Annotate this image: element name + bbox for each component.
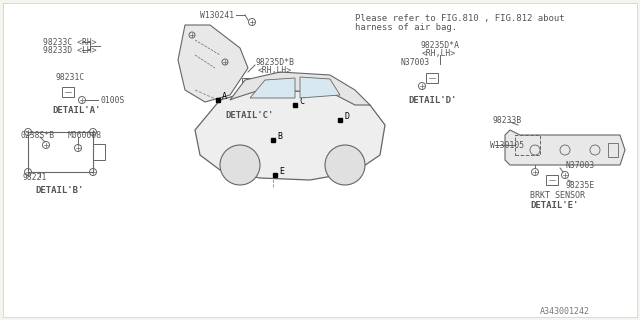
- Text: C: C: [299, 97, 304, 106]
- Bar: [28, 132, 93, 172]
- Text: DETAIL'D': DETAIL'D': [408, 95, 456, 105]
- Text: A: A: [222, 92, 227, 100]
- Text: DETAIL'E': DETAIL'E': [530, 201, 579, 210]
- Polygon shape: [300, 77, 340, 98]
- Text: harness of air bag.: harness of air bag.: [355, 22, 457, 31]
- Text: 98231C: 98231C: [55, 73, 84, 82]
- Text: W130241: W130241: [200, 11, 234, 20]
- Polygon shape: [250, 78, 295, 98]
- Bar: [242, 78, 258, 98]
- Bar: [515, 135, 540, 155]
- Text: DETAIL'A': DETAIL'A': [52, 106, 100, 115]
- Text: DETAIL'B': DETAIL'B': [35, 186, 83, 195]
- Text: M060008: M060008: [68, 131, 102, 140]
- Bar: [608, 143, 618, 157]
- Text: Please refer to FIG.810 , FIG.812 about: Please refer to FIG.810 , FIG.812 about: [355, 13, 564, 22]
- Circle shape: [325, 145, 365, 185]
- Circle shape: [220, 145, 260, 185]
- Bar: [62, 87, 74, 97]
- Text: B: B: [277, 132, 282, 140]
- Text: D: D: [344, 111, 349, 121]
- Text: W130105: W130105: [490, 140, 524, 149]
- Text: 98221: 98221: [22, 172, 46, 181]
- Bar: [93, 144, 105, 160]
- Text: DETAIL'C': DETAIL'C': [225, 110, 273, 119]
- Text: 98233B: 98233B: [492, 116, 521, 124]
- Polygon shape: [230, 72, 370, 105]
- Text: N37003: N37003: [400, 58, 429, 67]
- Text: 98233D <LH>: 98233D <LH>: [43, 45, 97, 54]
- Text: <RH,LH>: <RH,LH>: [422, 49, 456, 58]
- Bar: [426, 73, 438, 83]
- Text: 98235D*B: 98235D*B: [255, 58, 294, 67]
- Text: 0238S*B: 0238S*B: [20, 131, 54, 140]
- Text: <RH,LH>: <RH,LH>: [258, 66, 292, 75]
- Text: 98235D*A: 98235D*A: [420, 41, 459, 50]
- Text: 98235E: 98235E: [565, 180, 595, 189]
- Text: N37003: N37003: [565, 161, 595, 170]
- Text: E: E: [279, 166, 284, 175]
- Text: 98233C <RH>: 98233C <RH>: [43, 37, 97, 46]
- Text: 0100S: 0100S: [100, 95, 124, 105]
- Text: A343001242: A343001242: [540, 308, 590, 316]
- Text: BRKT SENSOR: BRKT SENSOR: [530, 190, 585, 199]
- Polygon shape: [195, 90, 385, 180]
- Bar: [546, 175, 558, 185]
- Polygon shape: [505, 130, 625, 165]
- Polygon shape: [178, 25, 248, 102]
